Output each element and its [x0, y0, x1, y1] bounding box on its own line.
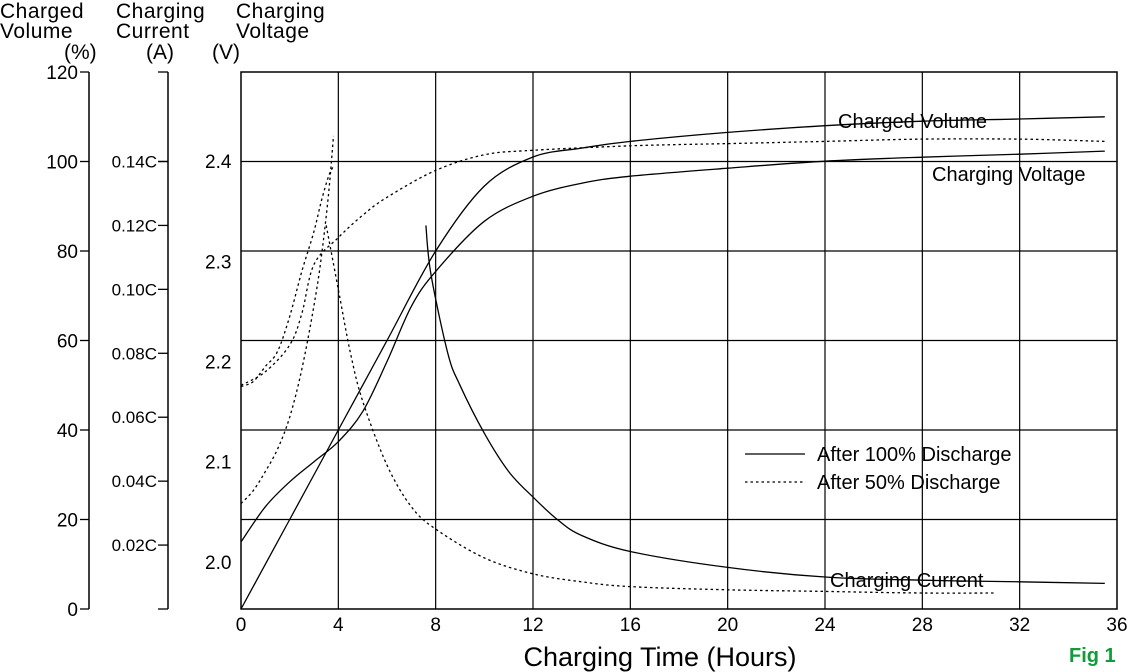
figure-label: Fig 1 [1069, 645, 1116, 667]
volume-tick-label: 0 [67, 600, 78, 621]
series-charging-voltage-100pct-line [240, 150, 1105, 543]
volume-tick-label: 100 [46, 153, 78, 174]
x-tick-label: 8 [430, 615, 441, 636]
current-tick-label: 0.04C [112, 472, 157, 491]
volume-tick-label: 40 [57, 421, 78, 442]
volume-tick-label: 120 [46, 63, 78, 84]
annotation-charged-volume: Charged Volume [838, 111, 987, 133]
x-tick-label: 12 [522, 615, 543, 636]
voltage-axis-header-line1: Charging [236, 0, 325, 23]
series-charging-current-50pct-line [325, 225, 996, 594]
current-tick-label: 0.08C [112, 344, 157, 363]
current-tick-label: 0.12C [112, 216, 157, 235]
series-charging-voltage-50pct-line [240, 165, 335, 388]
series-charged-volume-50pct-line [240, 138, 1105, 386]
voltage-axis-header-line2: Voltage [236, 20, 310, 43]
x-tick-label: 16 [620, 615, 641, 636]
voltage-tick-label: 2.2 [205, 353, 231, 374]
plot-grid [240, 71, 1118, 610]
data-curves [240, 116, 1105, 610]
current-tick-label: 0.10C [112, 280, 157, 299]
current-axis-header-line2: Current [116, 20, 190, 43]
voltage-tick-label: 2.4 [205, 152, 232, 173]
x-tick-label: 0 [236, 615, 247, 636]
axis-ticks: 0 4 8 12 16 20 24 28 32 36 0 20 40 60 80 100 120 0.14C 0.1… [46, 63, 1127, 636]
legend-label-50: After 50% Discharge [817, 472, 1000, 494]
volume-axis-unit: (%) [64, 41, 97, 64]
series-charging-current-100pct-line [425, 225, 1105, 585]
x-axis-label: Charging Time (Hours) [523, 642, 796, 672]
x-tick-label: 28 [912, 615, 933, 636]
annotation-charging-voltage: Charging Voltage [932, 164, 1085, 186]
legend-label-100: After 100% Discharge [817, 444, 1012, 466]
current-tick-label: 0.02C [112, 536, 157, 555]
legend: After 100% Discharge After 50% Discharge [745, 444, 1012, 494]
x-tick-label: 36 [1106, 615, 1127, 636]
volume-axis-header-line2: Volume [0, 20, 73, 43]
x-tick-label: 24 [814, 615, 836, 636]
volume-tick-label: 60 [57, 332, 78, 353]
x-tick-label: 32 [1009, 615, 1030, 636]
volume-axis-header-line1: Charged [0, 0, 84, 23]
volume-tick-label: 20 [57, 511, 78, 532]
series-charging-current-50pct-line [240, 135, 335, 504]
voltage-axis-unit: (V) [212, 41, 240, 64]
annotation-charging-current: Charging Current [830, 570, 984, 592]
current-tick-label: 0.06C [112, 408, 157, 427]
current-axis-unit: (A) [146, 41, 174, 64]
x-tick-label: 20 [717, 615, 738, 636]
series-charged-volume-100pct-line [240, 116, 1105, 610]
current-axis-header-line1: Charging [116, 0, 205, 23]
volume-tick-label: 80 [57, 242, 78, 263]
current-tick-label: 0.14C [112, 153, 157, 172]
voltage-tick-label: 2.0 [205, 553, 231, 574]
voltage-tick-label: 2.3 [205, 252, 231, 273]
x-tick-label: 4 [333, 615, 344, 636]
voltage-tick-label: 2.1 [205, 453, 231, 474]
